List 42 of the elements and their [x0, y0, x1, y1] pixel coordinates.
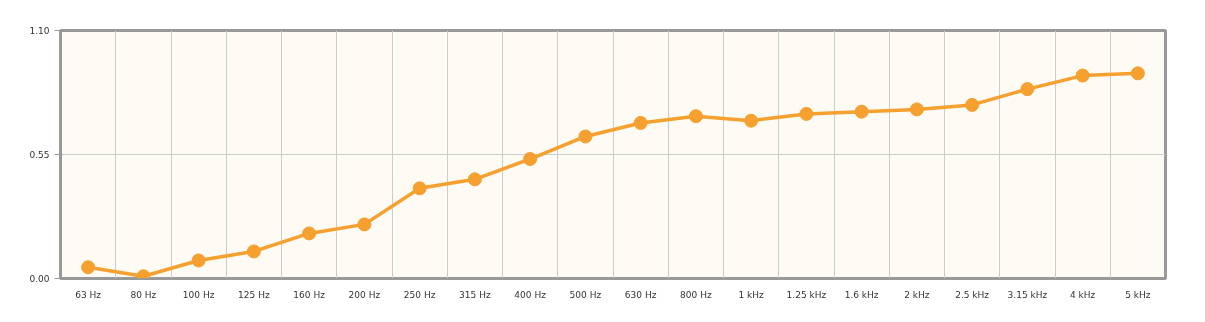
x-tick-label: 80 Hz [130, 289, 157, 300]
point [688, 109, 703, 124]
x-tick-label: 1.6 kHz [844, 289, 879, 300]
x-tick-label: 63 Hz [75, 289, 102, 300]
point [357, 217, 372, 232]
x-tick-label: 4 kHz [1069, 289, 1096, 300]
point [578, 129, 593, 144]
point [81, 260, 96, 275]
x-tick-label: 100 Hz [182, 289, 215, 300]
x-tick-label: 200 Hz [348, 289, 381, 300]
point [523, 152, 538, 166]
point [467, 172, 482, 187]
x-tick-label: 800 Hz [680, 289, 712, 300]
x-tick-label: 400 Hz [514, 289, 547, 300]
point [412, 181, 427, 196]
y-tick-label: 0.55 [29, 150, 50, 160]
x-tick-label: 2 kHz [904, 289, 930, 300]
x-tick-label: 250 Hz [403, 289, 436, 300]
point [965, 97, 980, 112]
point [799, 106, 814, 121]
point [302, 226, 317, 241]
point [246, 244, 261, 259]
point [744, 113, 759, 128]
x-tick-label: 3.15 kHz [1007, 289, 1048, 300]
y-tick-label: 1.10 [29, 26, 50, 36]
point [1075, 68, 1090, 83]
y-tick-label: 0.00 [29, 274, 50, 284]
x-tick-label: 2.5 kHz [955, 289, 990, 300]
x-tick-label: 5 kHz [1125, 289, 1151, 300]
x-tick-label: 1 kHz [738, 289, 765, 300]
x-tick-label: 630 Hz [624, 289, 657, 300]
x-tick-label: 125 Hz [238, 289, 270, 300]
x-tick-label: 500 Hz [569, 289, 602, 300]
point [191, 253, 206, 268]
point [633, 115, 648, 130]
x-tick-label: 315 Hz [459, 289, 491, 300]
point [1020, 82, 1035, 97]
x-tick-label: 1.25 kHz [786, 289, 827, 300]
point [909, 102, 924, 117]
x-tick-label: 160 Hz [293, 289, 326, 300]
point [854, 104, 869, 119]
point [1130, 66, 1145, 81]
